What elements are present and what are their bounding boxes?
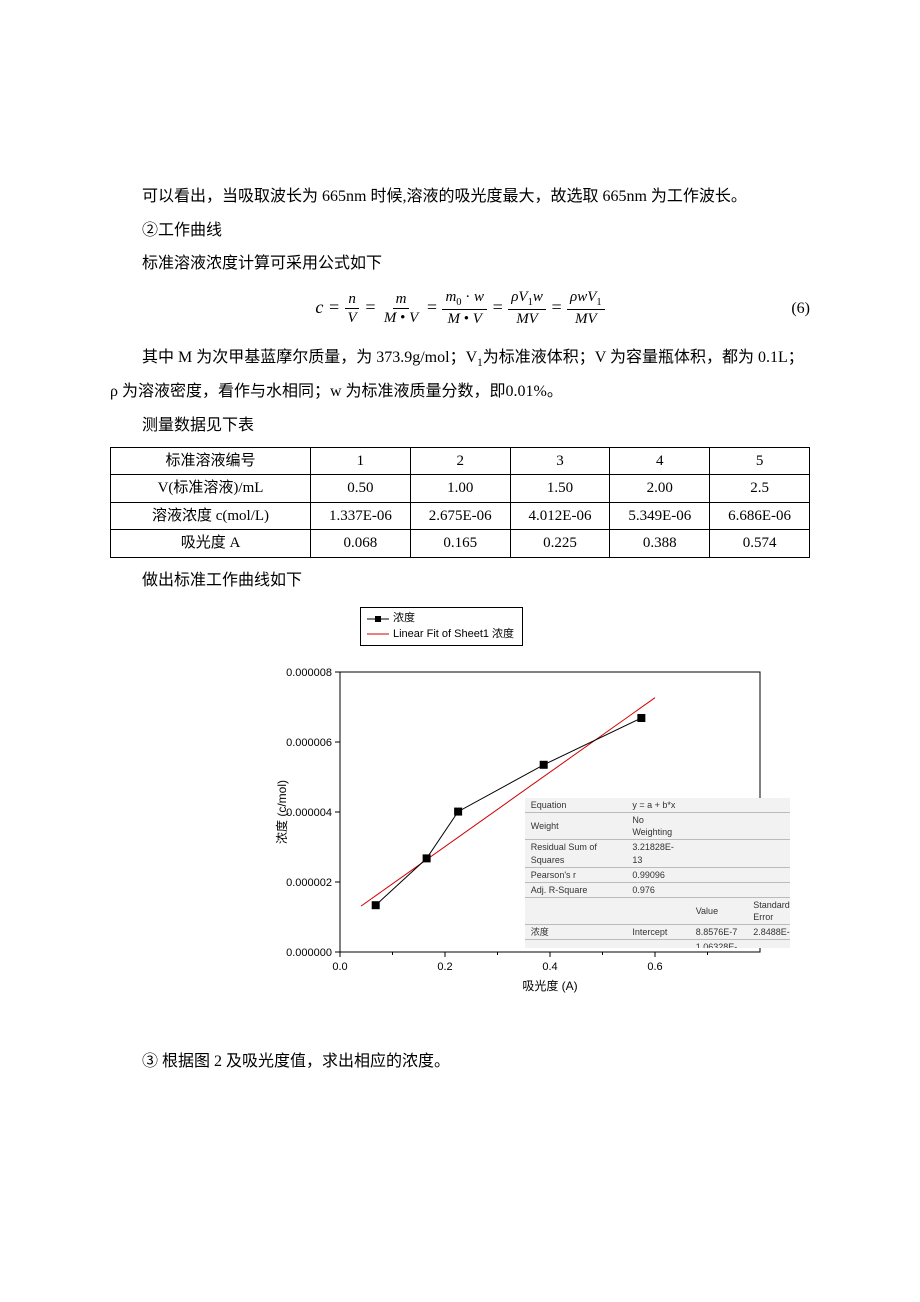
svg-text:0.4: 0.4	[542, 961, 557, 973]
table-cell: 4	[610, 447, 710, 475]
svg-text:0.6: 0.6	[647, 961, 662, 973]
paragraph-formula-intro: 标准溶液浓度计算可采用公式如下	[110, 247, 810, 281]
legend-marker-data-icon	[367, 614, 389, 624]
text-span: 其中 M 为次甲基蓝摩尔质量，为 373.9g/mol；V	[142, 349, 477, 366]
svg-text:0.000000: 0.000000	[286, 947, 332, 959]
paragraph-chart-intro: 做出标准工作曲线如下	[110, 564, 810, 598]
svg-text:0.000004: 0.000004	[286, 807, 332, 819]
heading-curve: ②工作曲线	[110, 214, 810, 248]
table-cell: 2.675E-06	[410, 502, 510, 530]
svg-text:0.0: 0.0	[332, 961, 347, 973]
equation-6: c = nV = mM • V = m0 · wM • V = ρV1wMV =…	[110, 285, 810, 333]
calibration-chart: 浓度 Linear Fit of Sheet1 浓度 0.00.20.40.60…	[270, 607, 810, 1024]
table-cell: 0.574	[710, 530, 810, 558]
legend-marker-fit-icon	[367, 629, 389, 639]
table-cell: 0.225	[510, 530, 610, 558]
table-cell: 2	[410, 447, 510, 475]
table-cell: 4.012E-06	[510, 502, 610, 530]
table-row: 吸光度 A 0.068 0.165 0.225 0.388 0.574	[111, 530, 810, 558]
svg-text:0.000002: 0.000002	[286, 877, 332, 889]
table-cell: 0.388	[610, 530, 710, 558]
svg-text:浓度 (c/mol): 浓度 (c/mol)	[274, 780, 289, 844]
paragraph-wavelength: 可以看出，当吸取波长为 665nm 时候,溶液的吸光度最大，故选取 665nm …	[110, 180, 810, 214]
table-row: V(标准溶液)/mL 0.50 1.00 1.50 2.00 2.5	[111, 475, 810, 503]
table-header: V(标准溶液)/mL	[111, 475, 311, 503]
table-header: 吸光度 A	[111, 530, 311, 558]
svg-text:0.000006: 0.000006	[286, 737, 332, 749]
table-row: 溶液浓度 c(mol/L) 1.337E-06 2.675E-06 4.012E…	[111, 502, 810, 530]
table-header: 溶液浓度 c(mol/L)	[111, 502, 311, 530]
equation-number: (6)	[791, 292, 810, 326]
chart-svg: 0.0 0.2 0.4 0.6 0.000000 0.000002 0.000004 0.00…	[270, 652, 790, 1012]
table-cell: 0.165	[410, 530, 510, 558]
table-cell: 3	[510, 447, 610, 475]
table-cell: 2.5	[710, 475, 810, 503]
table-cell: 6.686E-06	[710, 502, 810, 530]
table-row: 标准溶液编号 1 2 3 4 5	[111, 447, 810, 475]
table-cell: 1	[311, 447, 411, 475]
table-cell: 5.349E-06	[610, 502, 710, 530]
svg-text:吸光度 (A): 吸光度 (A)	[522, 978, 577, 993]
legend-label: Linear Fit of Sheet1 浓度	[393, 627, 514, 642]
table-cell: 2.00	[610, 475, 710, 503]
svg-text:0.000008: 0.000008	[286, 667, 332, 679]
table-cell: 1.00	[410, 475, 510, 503]
table-cell: 1.337E-06	[311, 502, 411, 530]
table-cell: 0.50	[311, 475, 411, 503]
legend-label: 浓度	[393, 611, 415, 626]
paragraph-table-intro: 测量数据见下表	[110, 409, 810, 443]
table-cell: 0.068	[311, 530, 411, 558]
svg-text:0.2: 0.2	[437, 961, 452, 973]
table-cell: 5	[710, 447, 810, 475]
paragraph-variables: 其中 M 为次甲基蓝摩尔质量，为 373.9g/mol；V1为标准液体积；V 为…	[110, 341, 810, 409]
data-table: 标准溶液编号 1 2 3 4 5 V(标准溶液)/mL 0.50 1.00 1.…	[110, 447, 810, 558]
table-header: 标准溶液编号	[111, 447, 311, 475]
paragraph-step3: ③ 根据图 2 及吸光度值，求出相应的浓度。	[110, 1045, 810, 1079]
table-cell: 1.50	[510, 475, 610, 503]
chart-legend: 浓度 Linear Fit of Sheet1 浓度	[360, 607, 523, 646]
